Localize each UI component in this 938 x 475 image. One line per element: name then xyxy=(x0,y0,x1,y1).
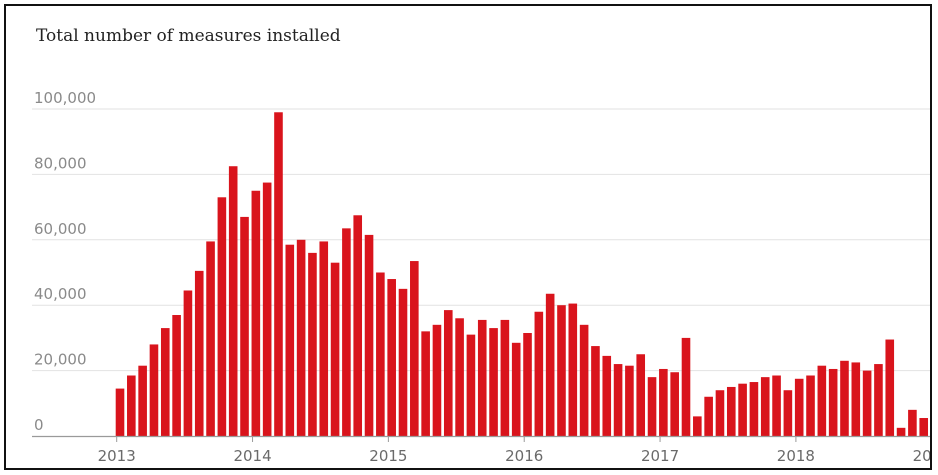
x-tick-label: 2013 xyxy=(98,447,136,465)
bar xyxy=(274,112,283,437)
bar xyxy=(851,362,861,436)
y-tick-label: 60,000 xyxy=(34,220,87,238)
bar xyxy=(828,368,838,436)
bar xyxy=(127,375,136,436)
bar xyxy=(421,331,430,436)
bar xyxy=(681,337,691,436)
bar xyxy=(455,318,464,436)
bar xyxy=(500,319,510,436)
bar xyxy=(636,354,646,436)
bar xyxy=(760,377,770,436)
bar xyxy=(568,303,578,436)
bar xyxy=(387,279,396,436)
bar xyxy=(115,388,125,436)
bar xyxy=(489,328,498,436)
bar xyxy=(262,182,272,436)
chart-frame: Total number of measures installed 0 20,0… xyxy=(4,4,932,470)
bar xyxy=(874,364,883,436)
bar xyxy=(659,368,668,436)
bar xyxy=(228,166,238,436)
bar xyxy=(806,375,815,436)
y-tick-label: 100,000 xyxy=(34,89,96,107)
bar xyxy=(432,324,442,436)
bar xyxy=(364,234,374,436)
bar xyxy=(862,370,872,436)
bar xyxy=(296,239,306,436)
bar xyxy=(330,262,340,436)
y-tick-label: 80,000 xyxy=(34,154,87,172)
bar xyxy=(194,270,204,436)
bar xyxy=(545,293,555,436)
bar xyxy=(217,197,227,436)
x-tick-label: 2015 xyxy=(369,447,407,465)
bar xyxy=(693,416,702,436)
bar xyxy=(398,288,408,436)
x-tick-label: 2014 xyxy=(233,447,271,465)
bar xyxy=(704,396,713,436)
bar xyxy=(534,311,544,436)
x-tick-label: 2018 xyxy=(777,447,815,465)
x-tick-label: 2019 xyxy=(913,447,930,465)
bar xyxy=(160,328,170,436)
bar xyxy=(772,375,781,436)
bar xyxy=(783,390,793,436)
bar xyxy=(376,272,385,436)
bar xyxy=(511,342,521,436)
y-tick-label: 40,000 xyxy=(34,285,87,303)
bar xyxy=(353,215,363,436)
bar xyxy=(149,344,159,436)
y-axis-labels: 0 20,000 40,000 60,000 80,000 100,000 xyxy=(34,89,96,434)
y-tick-label: 20,000 xyxy=(34,351,87,369)
bar xyxy=(726,386,736,436)
bar xyxy=(579,324,589,436)
bar xyxy=(410,261,419,436)
bar xyxy=(885,339,895,436)
bar xyxy=(138,365,147,436)
x-tick-label: 2017 xyxy=(641,447,679,465)
bar xyxy=(308,252,317,436)
bar xyxy=(613,364,623,436)
bar xyxy=(794,378,804,436)
bar xyxy=(817,365,827,436)
bars xyxy=(115,112,929,437)
bar xyxy=(206,241,215,436)
bar xyxy=(840,360,849,436)
bar xyxy=(240,216,249,436)
bar xyxy=(602,355,612,436)
bar xyxy=(749,382,759,436)
bar xyxy=(466,334,476,436)
bar xyxy=(557,305,566,436)
y-tick-label: 0 xyxy=(34,416,44,434)
x-axis: 2013 2014 2015 2016 2017 2018 2019 xyxy=(32,435,930,465)
bar xyxy=(251,190,261,436)
bar xyxy=(183,290,193,436)
bar xyxy=(319,241,329,436)
bar xyxy=(896,427,906,436)
bar xyxy=(443,310,453,436)
bar xyxy=(738,383,747,436)
bar xyxy=(670,372,679,436)
bar xyxy=(342,228,351,436)
bar xyxy=(908,409,917,436)
chart-title: Total number of measures installed xyxy=(36,26,341,46)
x-tick-label: 2016 xyxy=(505,447,543,465)
bar xyxy=(477,319,487,436)
bar xyxy=(523,332,532,436)
bar xyxy=(591,346,600,436)
bar xyxy=(285,244,295,436)
bar xyxy=(625,365,634,436)
bar xyxy=(919,418,929,436)
bar xyxy=(172,315,181,436)
bar xyxy=(647,377,657,436)
bar xyxy=(715,390,725,436)
